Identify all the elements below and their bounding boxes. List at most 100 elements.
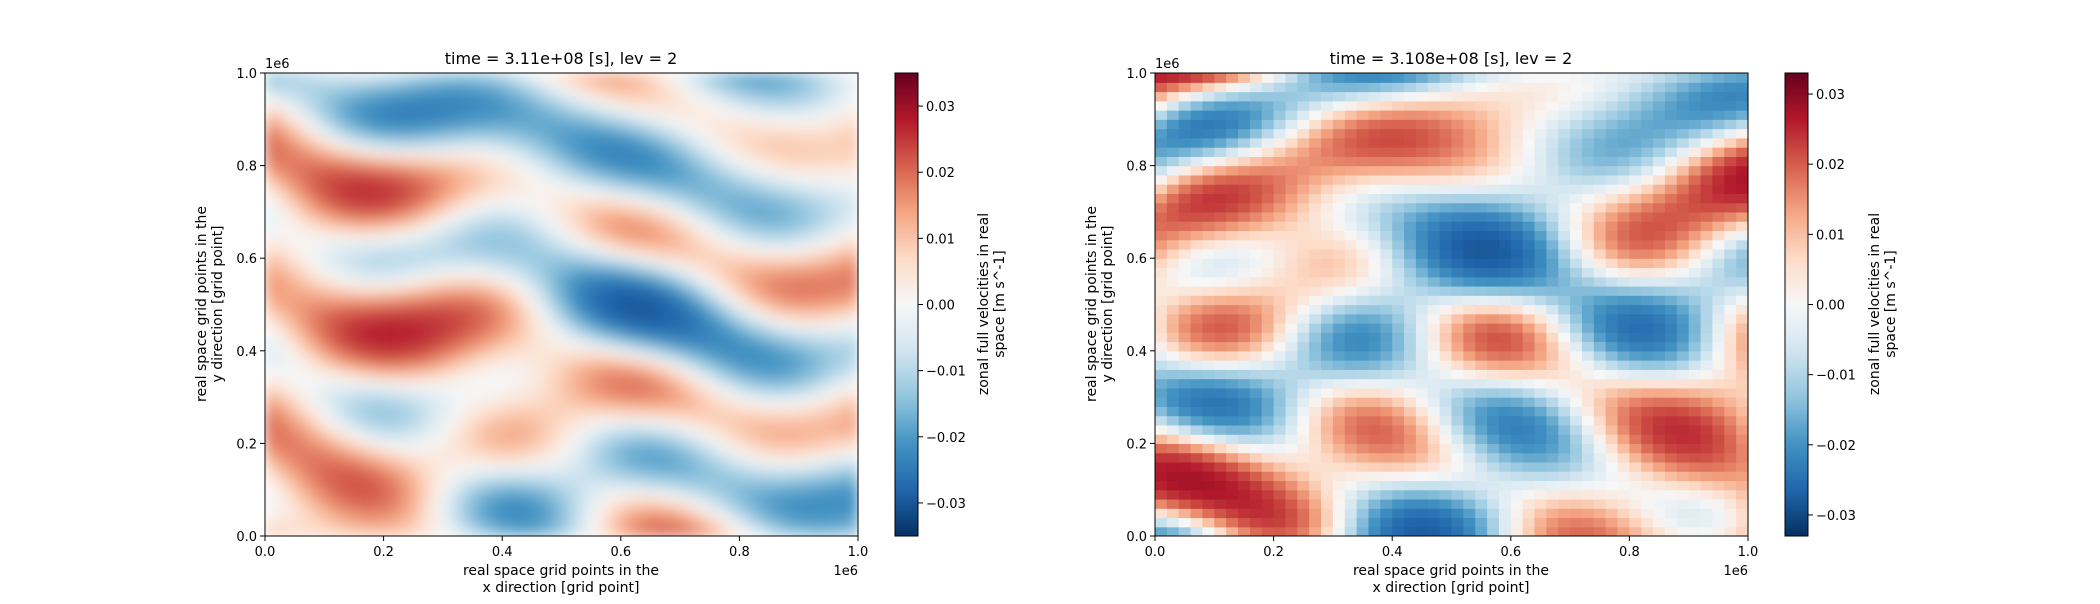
- heatmap-cell: [775, 160, 785, 168]
- heatmap-cell: [636, 109, 646, 117]
- heatmap-cell: [626, 370, 636, 378]
- heatmap-cell: [1226, 462, 1238, 472]
- heatmap-cell: [663, 370, 673, 378]
- heatmap-cell: [284, 283, 294, 291]
- heatmap-cell: [784, 73, 794, 81]
- heatmap-cell: [728, 131, 738, 139]
- heatmap-cell: [469, 341, 479, 349]
- heatmap-cell: [497, 485, 507, 493]
- heatmap-cell: [589, 174, 599, 182]
- heatmap-cell: [358, 167, 368, 175]
- heatmap-cell: [385, 449, 395, 457]
- heatmap-cell: [1511, 379, 1523, 389]
- heatmap-cell: [1250, 517, 1262, 527]
- heatmap-cell: [450, 124, 460, 132]
- heatmap-cell: [376, 239, 386, 247]
- heatmap-cell: [1452, 406, 1464, 416]
- heatmap-cell: [608, 290, 618, 298]
- heatmap-cell: [1712, 471, 1724, 481]
- heatmap-cell: [376, 456, 386, 464]
- heatmap-cell: [599, 471, 609, 479]
- heatmap-cell: [849, 305, 859, 313]
- heatmap-cell: [562, 95, 572, 103]
- heatmap-cell: [700, 529, 710, 537]
- heatmap-cell: [284, 522, 294, 530]
- heatmap-cell: [385, 478, 395, 486]
- heatmap-cell: [441, 87, 451, 95]
- heatmap-cell: [1250, 406, 1262, 416]
- heatmap-cell: [654, 225, 664, 233]
- heatmap-cell: [293, 500, 303, 508]
- heatmap-cell: [802, 464, 812, 472]
- heatmap-cell: [719, 326, 729, 334]
- heatmap-cell: [784, 478, 794, 486]
- heatmap-cell: [663, 529, 673, 537]
- heatmap-cell: [747, 471, 757, 479]
- heatmap-cell: [321, 254, 331, 262]
- heatmap-cell: [413, 87, 423, 95]
- heatmap-cell: [1570, 462, 1582, 472]
- heatmap-cell: [812, 326, 822, 334]
- heatmap-cell: [626, 276, 636, 284]
- heatmap-cell: [293, 153, 303, 161]
- heatmap-cell: [626, 167, 636, 175]
- heatmap-cell: [1487, 490, 1499, 500]
- heatmap-cell: [552, 239, 562, 247]
- heatmap-cell: [321, 145, 331, 153]
- heatmap-cell: [552, 95, 562, 103]
- heatmap-cell: [747, 529, 757, 537]
- heatmap-cell: [460, 493, 470, 501]
- heatmap-cell: [302, 182, 312, 190]
- heatmap-cell: [654, 160, 664, 168]
- heatmap-cell: [1202, 453, 1214, 463]
- heatmap-cell: [673, 456, 683, 464]
- heatmap-cell: [1535, 453, 1547, 463]
- heatmap-cell: [274, 420, 284, 428]
- heatmap-cell: [1179, 471, 1191, 481]
- heatmap-cell: [469, 333, 479, 341]
- heatmap-cell: [515, 239, 525, 247]
- heatmap-cell: [358, 348, 368, 356]
- heatmap-cell: [450, 341, 460, 349]
- heatmap-cell: [691, 305, 701, 313]
- heatmap-cell: [552, 225, 562, 233]
- heatmap-cell: [265, 493, 275, 501]
- heatmap-cell: [274, 319, 284, 327]
- colorbar-tick-label: −0.01: [926, 365, 966, 380]
- heatmap-cell: [738, 102, 748, 110]
- heatmap-cell: [284, 377, 294, 385]
- heatmap-cell: [339, 218, 349, 226]
- heatmap-cell: [413, 413, 423, 421]
- heatmap-cell: [747, 239, 757, 247]
- heatmap-cell: [543, 167, 553, 175]
- heatmap-cell: [1179, 462, 1191, 472]
- heatmap-cell: [784, 456, 794, 464]
- heatmap-cell: [654, 102, 664, 110]
- heatmap-cell: [654, 456, 664, 464]
- heatmap-cell: [385, 514, 395, 522]
- heatmap-cell: [1594, 508, 1606, 518]
- heatmap-cell: [413, 485, 423, 493]
- heatmap-cell: [293, 312, 303, 320]
- heatmap-cell: [413, 312, 423, 320]
- heatmap-cell: [274, 493, 284, 501]
- heatmap-cell: [784, 80, 794, 88]
- heatmap-cell: [506, 196, 516, 204]
- heatmap-cell: [636, 333, 646, 341]
- heatmap-cell: [284, 478, 294, 486]
- heatmap-cell: [534, 370, 544, 378]
- heatmap-cell: [339, 341, 349, 349]
- heatmap-cell: [543, 247, 553, 255]
- heatmap-cell: [469, 225, 479, 233]
- heatmap-cell: [839, 420, 849, 428]
- heatmap-cell: [812, 471, 822, 479]
- heatmap-cell: [487, 95, 497, 103]
- heatmap-cell: [358, 326, 368, 334]
- heatmap-cell: [1511, 471, 1523, 481]
- heatmap-cell: [534, 116, 544, 124]
- heatmap-cell: [793, 333, 803, 341]
- heatmap-cell: [571, 109, 581, 117]
- heatmap-cell: [1463, 425, 1475, 435]
- heatmap-cell: [673, 326, 683, 334]
- heatmap-cell: [1701, 379, 1713, 389]
